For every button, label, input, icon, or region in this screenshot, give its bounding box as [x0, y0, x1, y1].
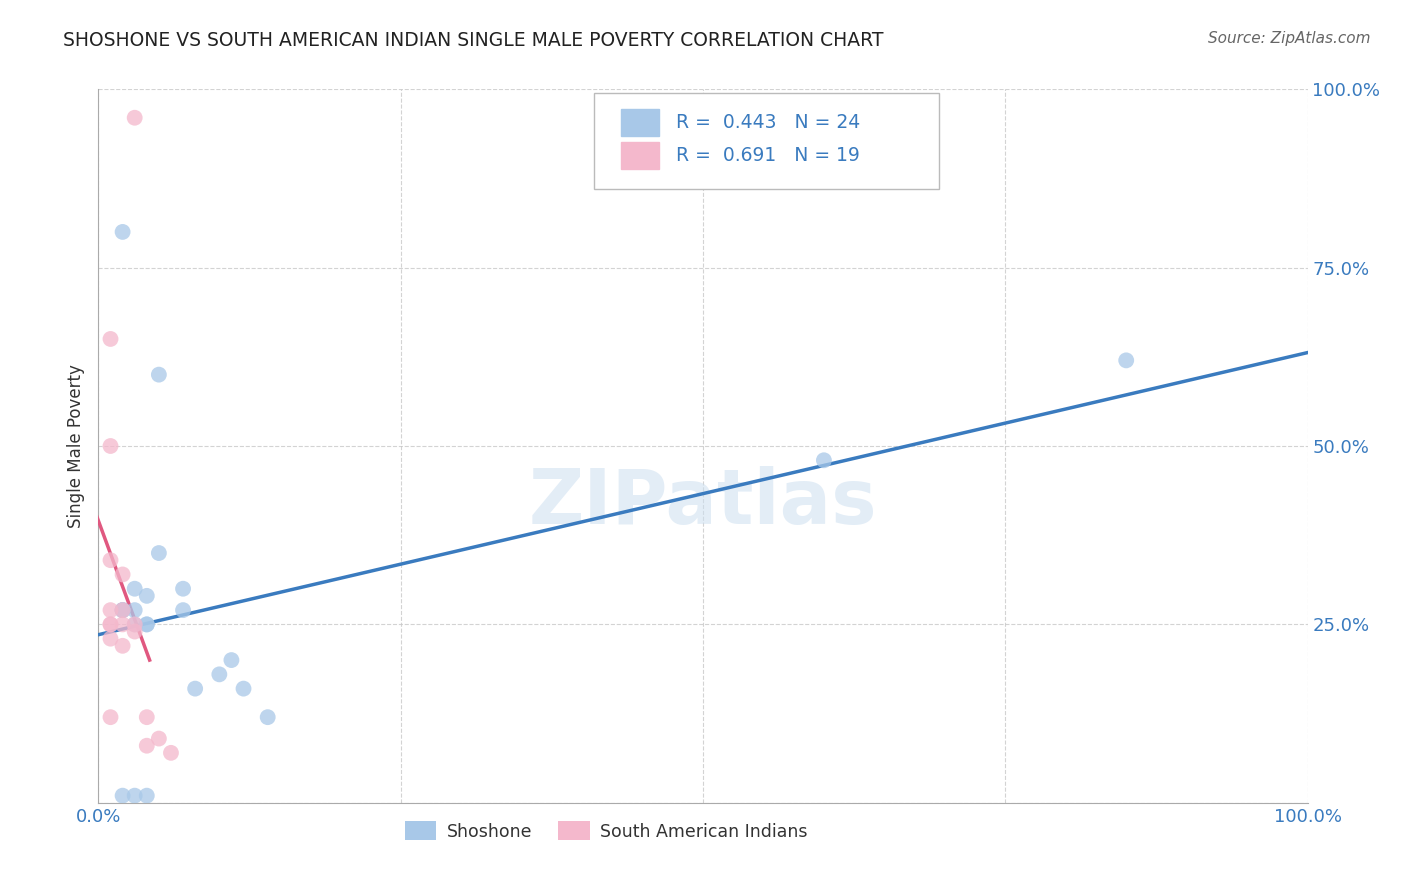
Text: Source: ZipAtlas.com: Source: ZipAtlas.com — [1208, 31, 1371, 46]
Point — [100, 332, 122, 346]
Point — [100, 710, 122, 724]
Point — [100, 553, 122, 567]
Text: ZIPatlas: ZIPatlas — [529, 467, 877, 540]
Point — [256, 710, 278, 724]
Point — [111, 567, 134, 582]
Point — [111, 603, 134, 617]
Point — [208, 667, 231, 681]
Point — [148, 731, 170, 746]
Point — [111, 225, 134, 239]
Bar — [621, 142, 659, 169]
Point — [111, 603, 134, 617]
Point — [100, 617, 122, 632]
Text: R =  0.691   N = 19: R = 0.691 N = 19 — [676, 146, 860, 165]
Point — [184, 681, 207, 696]
Point — [221, 653, 243, 667]
Point — [1115, 353, 1137, 368]
Text: SHOSHONE VS SOUTH AMERICAN INDIAN SINGLE MALE POVERTY CORRELATION CHART: SHOSHONE VS SOUTH AMERICAN INDIAN SINGLE… — [63, 31, 884, 50]
Point — [148, 546, 170, 560]
Point — [135, 710, 157, 724]
Point — [124, 111, 146, 125]
Point — [124, 624, 146, 639]
Point — [135, 617, 157, 632]
Point — [135, 617, 157, 632]
FancyBboxPatch shape — [595, 93, 939, 189]
Point — [232, 681, 254, 696]
Point — [160, 746, 183, 760]
Point — [124, 617, 146, 632]
Point — [124, 582, 146, 596]
Legend: Shoshone, South American Indians: Shoshone, South American Indians — [398, 814, 814, 847]
Point — [148, 368, 170, 382]
Point — [135, 739, 157, 753]
Text: R =  0.443   N = 24: R = 0.443 N = 24 — [676, 113, 860, 132]
Point — [813, 453, 835, 467]
Point — [172, 582, 194, 596]
Point — [111, 617, 134, 632]
Point — [111, 789, 134, 803]
Point — [111, 603, 134, 617]
Point — [124, 617, 146, 632]
Point — [100, 439, 122, 453]
Point — [135, 589, 157, 603]
Point — [111, 639, 134, 653]
Y-axis label: Single Male Poverty: Single Male Poverty — [66, 364, 84, 528]
Point — [135, 789, 157, 803]
Point — [124, 603, 146, 617]
Point — [111, 603, 134, 617]
Point — [100, 632, 122, 646]
Point — [124, 789, 146, 803]
Point — [172, 603, 194, 617]
Point — [100, 603, 122, 617]
Bar — [621, 109, 659, 136]
Point — [100, 617, 122, 632]
